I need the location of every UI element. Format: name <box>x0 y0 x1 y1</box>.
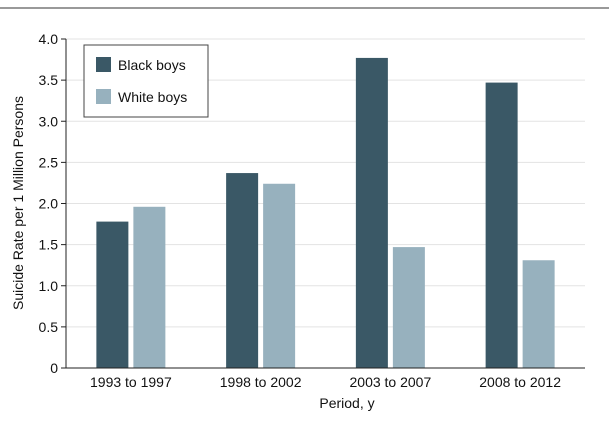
bar-white-boys <box>133 206 166 368</box>
legend-label-black-boys: Black boys <box>118 57 186 73</box>
y-tick-label: 4.0 <box>39 31 59 47</box>
bar-black-boys <box>96 221 129 368</box>
y-tick-label: 2.0 <box>39 196 59 212</box>
y-axis-ticks: 0 0.5 1.0 1.5 2.0 2.5 3.0 3.5 4.0 <box>39 31 66 376</box>
x-tick-label: 1998 to 2002 <box>220 374 302 390</box>
bar-black-boys <box>226 173 259 368</box>
x-axis-ticks: 1993 to 1997 1998 to 2002 2003 to 2007 2008… <box>90 374 561 390</box>
bar-black-boys <box>485 82 518 368</box>
y-tick-label: 1.5 <box>39 237 59 253</box>
bar-black-boys <box>355 57 388 368</box>
y-tick-label: 0.5 <box>39 319 59 335</box>
bar-white-boys <box>392 247 425 368</box>
y-axis-title: Suicide Rate per 1 Million Persons <box>10 96 26 310</box>
bar-white-boys <box>522 260 555 368</box>
legend-swatch-white-boys <box>96 89 111 104</box>
y-tick-label: 3.5 <box>39 72 59 88</box>
y-tick-label: 1.0 <box>39 278 59 294</box>
y-tick-label: 2.5 <box>39 154 59 170</box>
x-tick-label: 2003 to 2007 <box>350 374 432 390</box>
y-tick-label: 0 <box>50 360 58 376</box>
bar-white-boys <box>263 183 296 368</box>
y-tick-label: 3.0 <box>39 113 59 129</box>
legend: Black boys White boys <box>83 44 209 118</box>
x-tick-label: 1993 to 1997 <box>90 374 172 390</box>
legend-swatch-black-boys <box>96 57 111 72</box>
bar-group <box>96 57 555 368</box>
legend-box <box>83 44 209 118</box>
x-tick-label: 2008 to 2012 <box>479 374 561 390</box>
legend-label-white-boys: White boys <box>118 89 187 105</box>
x-axis-title: Period, y <box>319 395 374 411</box>
